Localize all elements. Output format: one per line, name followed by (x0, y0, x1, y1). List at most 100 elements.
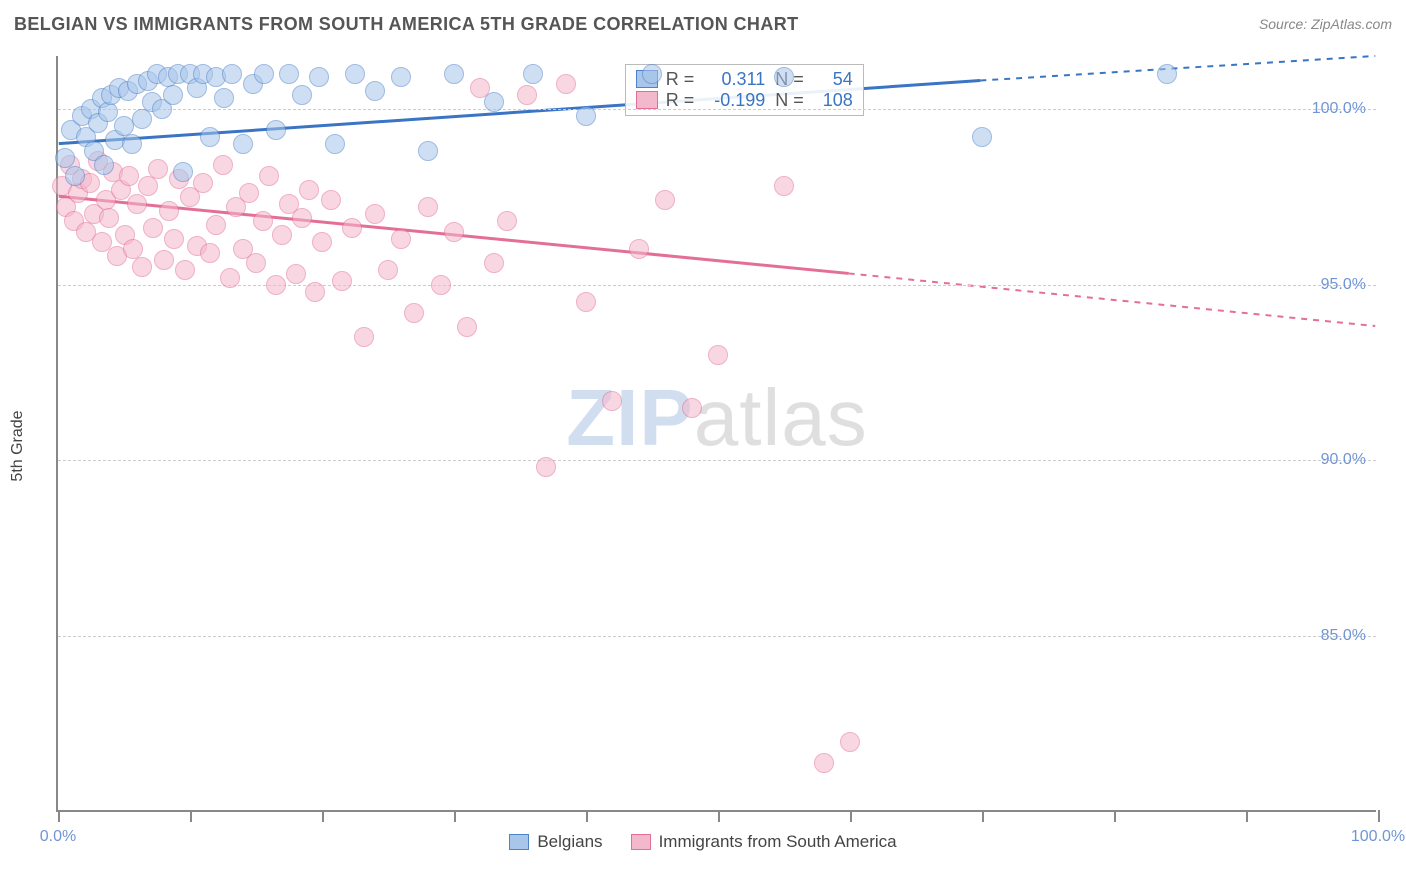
scatter-point-belgians (642, 64, 662, 84)
scatter-point-south_america (391, 229, 411, 249)
scatter-point-south_america (312, 232, 332, 252)
scatter-point-south_america (253, 211, 273, 231)
scatter-point-south_america (365, 204, 385, 224)
trendline-ext-belgians (980, 56, 1375, 81)
scatter-point-south_america (246, 253, 266, 273)
x-tick (322, 810, 324, 822)
scatter-point-south_america (154, 250, 174, 270)
scatter-point-belgians (391, 67, 411, 87)
scatter-point-south_america (332, 271, 352, 291)
x-tick (190, 810, 192, 822)
x-tick (454, 810, 456, 822)
scatter-point-belgians (214, 88, 234, 108)
y-tick-label: 95.0% (1321, 276, 1366, 294)
scatter-point-south_america (164, 229, 184, 249)
legend-label-belgians: Belgians (537, 832, 602, 852)
x-tick (1378, 810, 1380, 822)
scatter-point-south_america (286, 264, 306, 284)
plot-area: ZIPatlas R = 0.311 N = 54R = -0.199 N = … (56, 56, 1376, 812)
scatter-point-south_america (220, 268, 240, 288)
scatter-point-belgians (444, 64, 464, 84)
scatter-point-belgians (122, 134, 142, 154)
scatter-point-belgians (1157, 64, 1177, 84)
scatter-point-south_america (556, 74, 576, 94)
x-tick (1246, 810, 1248, 822)
scatter-point-south_america (148, 159, 168, 179)
scatter-point-south_america (159, 201, 179, 221)
scatter-point-belgians (325, 134, 345, 154)
scatter-point-belgians (365, 81, 385, 101)
scatter-point-south_america (305, 282, 325, 302)
scatter-point-south_america (536, 457, 556, 477)
scatter-point-south_america (682, 398, 702, 418)
stats-text-south_america: R = -0.199 N = 108 (666, 90, 853, 111)
scatter-point-south_america (342, 218, 362, 238)
scatter-point-belgians (254, 64, 274, 84)
scatter-point-south_america (602, 391, 622, 411)
x-tick (1114, 810, 1116, 822)
stats-row-belgians: R = 0.311 N = 54 (636, 69, 853, 90)
scatter-point-south_america (457, 317, 477, 337)
scatter-point-south_america (239, 183, 259, 203)
scatter-point-belgians (484, 92, 504, 112)
scatter-point-south_america (774, 176, 794, 196)
y-tick-label: 85.0% (1321, 627, 1366, 645)
trendline-ext-south_america (849, 273, 1376, 326)
x-tick (982, 810, 984, 822)
gridline-h (58, 109, 1376, 110)
scatter-point-south_america (517, 85, 537, 105)
scatter-point-south_america (138, 176, 158, 196)
scatter-point-belgians (576, 106, 596, 126)
legend-item-south_america: Immigrants from South America (631, 832, 897, 852)
legend-label-south_america: Immigrants from South America (659, 832, 897, 852)
scatter-point-south_america (119, 166, 139, 186)
chart-title: BELGIAN VS IMMIGRANTS FROM SOUTH AMERICA… (14, 14, 799, 35)
scatter-point-south_america (299, 180, 319, 200)
scatter-point-south_america (272, 225, 292, 245)
scatter-point-belgians (292, 85, 312, 105)
scatter-point-south_america (127, 194, 147, 214)
trend-lines-svg (58, 56, 1376, 810)
scatter-point-south_america (321, 190, 341, 210)
scatter-point-south_america (814, 753, 834, 773)
gridline-h (58, 636, 1376, 637)
y-tick-label: 100.0% (1312, 100, 1366, 118)
scatter-point-south_america (193, 173, 213, 193)
scatter-point-south_america (99, 208, 119, 228)
scatter-point-south_america (378, 260, 398, 280)
scatter-point-south_america (213, 155, 233, 175)
scatter-point-south_america (143, 218, 163, 238)
scatter-point-south_america (132, 257, 152, 277)
stats-row-south_america: R = -0.199 N = 108 (636, 90, 853, 111)
gridline-h (58, 285, 1376, 286)
scatter-point-south_america (708, 345, 728, 365)
y-tick-label: 90.0% (1321, 451, 1366, 469)
scatter-point-belgians (94, 155, 114, 175)
legend-swatch-belgians (509, 834, 529, 850)
scatter-point-belgians (65, 166, 85, 186)
scatter-point-belgians (345, 64, 365, 84)
scatter-point-belgians (309, 67, 329, 87)
scatter-point-south_america (292, 208, 312, 228)
scatter-point-belgians (418, 141, 438, 161)
scatter-point-south_america (200, 243, 220, 263)
swatch-south_america (636, 91, 658, 109)
scatter-point-south_america (175, 260, 195, 280)
scatter-point-belgians (132, 109, 152, 129)
scatter-point-belgians (774, 67, 794, 87)
scatter-point-south_america (840, 732, 860, 752)
scatter-point-south_america (259, 166, 279, 186)
header: BELGIAN VS IMMIGRANTS FROM SOUTH AMERICA… (0, 0, 1406, 48)
bottom-legend: Belgians Immigrants from South America (0, 832, 1406, 852)
legend-item-belgians: Belgians (509, 832, 602, 852)
scatter-point-south_america (497, 211, 517, 231)
gridline-h (58, 460, 1376, 461)
scatter-point-south_america (444, 222, 464, 242)
chart-container: BELGIAN VS IMMIGRANTS FROM SOUTH AMERICA… (0, 0, 1406, 892)
scatter-point-belgians (173, 162, 193, 182)
scatter-point-belgians (200, 127, 220, 147)
x-tick (850, 810, 852, 822)
scatter-point-south_america (576, 292, 596, 312)
scatter-point-south_america (206, 215, 226, 235)
x-tick (58, 810, 60, 822)
